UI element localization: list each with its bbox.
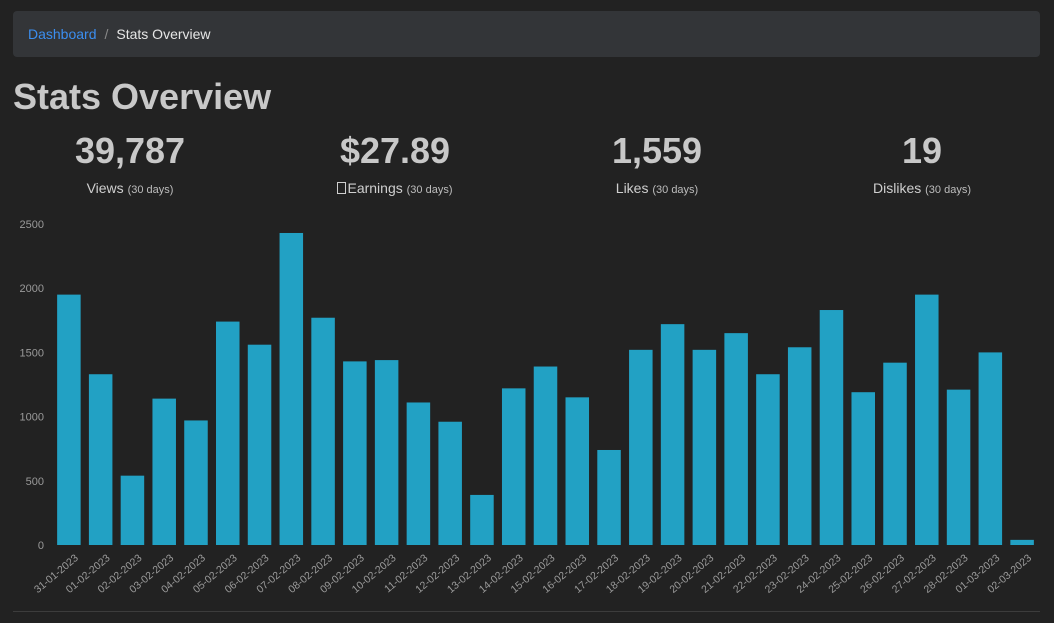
y-tick-label: 1500 [20,347,44,359]
stat-views-period: (30 days) [127,184,174,196]
views-bar-chart: 0 500 1000 1500 2000 2500 31-01-2023 01-02-2023… [0,212,1054,612]
chart-bar[interactable] [406,402,431,545]
chart-bar[interactable] [501,388,526,545]
stat-likes: 1,559 Likes (30 days) [547,128,767,196]
stat-dislikes-label: Dislikes (30 days) [812,180,1032,196]
chart-bar[interactable] [756,374,780,545]
y-tick-label: 1000 [20,412,44,424]
stat-dislikes-period: (30 days) [925,184,971,196]
currency-icon [337,182,347,194]
chart-bar[interactable] [533,366,558,545]
stat-likes-label: Likes (30 days) [547,180,767,196]
chart-bar[interactable] [978,352,1003,545]
stat-views-value: 39,787 [74,130,186,171]
chart-bar[interactable] [343,361,367,545]
chart-bar[interactable] [438,421,462,545]
chart-bar[interactable] [216,321,240,545]
stat-dislikes-label-text: Dislikes [873,180,922,196]
stat-views-label-text: Views [86,180,124,196]
breadcrumb-separator: / [104,26,109,42]
chart-bar[interactable] [374,360,399,545]
stat-views: 39,787 Views (30 days) [20,128,240,196]
chart-bar[interactable] [915,294,939,545]
chart-bar[interactable] [692,349,717,545]
chart-bar[interactable] [565,397,590,545]
chart-bar[interactable] [1010,539,1034,545]
chart-bar[interactable] [88,374,113,545]
chart-bar[interactable] [279,232,304,545]
y-tick-label: 0 [38,540,44,552]
breadcrumb-dashboard-link[interactable]: Dashboard [28,26,97,42]
chart-bar[interactable] [470,494,494,545]
stat-likes-period: (30 days) [652,184,699,196]
stat-earnings-label: Earnings (30 days) [285,180,505,196]
chart-bar[interactable] [57,294,81,545]
stat-likes-label-text: Likes [615,180,649,196]
chart-bar[interactable] [851,392,875,545]
stats-summary: 39,787 Views (30 days) $27.89 Earnings (… [0,128,1054,208]
stat-views-label: Views (30 days) [20,180,240,196]
chart-bar[interactable] [629,349,653,545]
bottom-divider [13,611,1040,612]
page-title: Stats Overview [13,76,272,117]
breadcrumb-current: Stats Overview [116,26,211,42]
chart-bar[interactable] [660,324,685,545]
breadcrumb: Dashboard / Stats Overview [13,11,1040,57]
stat-earnings: $27.89 Earnings (30 days) [285,128,505,196]
chart-bar[interactable] [819,310,844,545]
y-tick-label: 500 [26,476,44,488]
bar-chart-svg: 0500100015002000250031-01-202301-02-2023… [20,219,1035,596]
stat-dislikes-value: 19 [901,130,943,171]
chart-bar[interactable] [152,398,176,545]
y-tick-label: 2000 [20,283,44,295]
y-tick-label: 2500 [20,219,44,231]
chart-bar[interactable] [724,333,748,545]
chart-bar[interactable] [883,362,907,545]
stat-earnings-label-text: Earnings [347,180,403,196]
stat-likes-value: 1,559 [611,130,703,171]
chart-bar[interactable] [120,475,145,545]
stat-earnings-period: (30 days) [406,184,453,196]
chart-bar[interactable] [946,389,971,545]
chart-bar[interactable] [184,420,208,545]
chart-bar[interactable] [787,347,812,545]
stat-earnings-value: $27.89 [339,130,451,171]
chart-bar[interactable] [247,344,272,545]
chart-bar[interactable] [311,317,335,545]
chart-bar[interactable] [597,449,621,545]
stat-dislikes: 19 Dislikes (30 days) [812,128,1032,196]
